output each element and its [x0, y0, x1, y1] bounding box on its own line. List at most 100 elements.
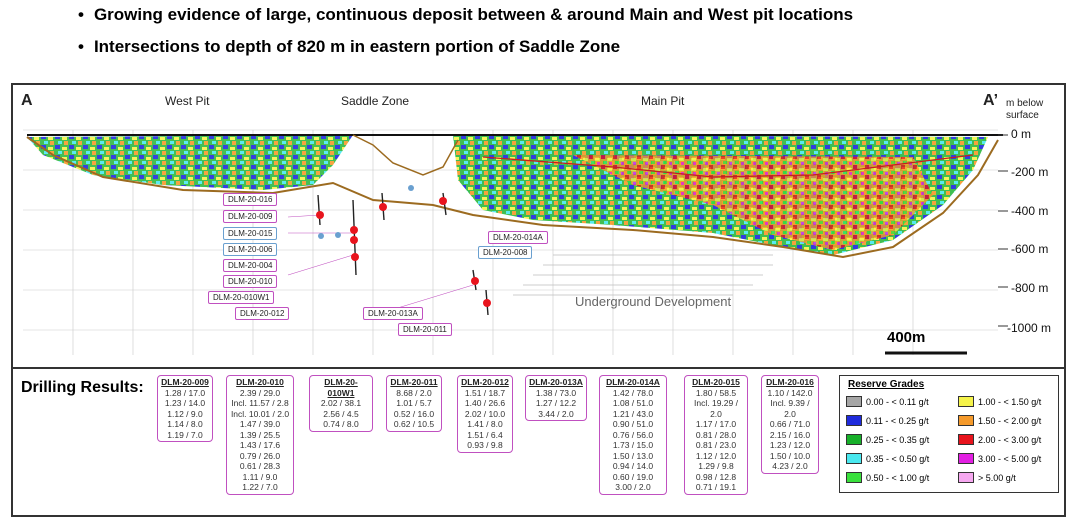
- legend-item: 2.00 - < 3.00 g/t: [958, 434, 1041, 445]
- section-end-marker: A’: [983, 92, 999, 109]
- legend-item: 1.00 - < 1.50 g/t: [958, 396, 1041, 407]
- legend-label: 0.00 - < 0.11 g/t: [866, 396, 929, 407]
- hole-label: DLM-20-010W1: [208, 291, 275, 304]
- result-line: 0.66 / 71.0: [769, 419, 811, 429]
- result-line: 0.81 / 28.0: [695, 429, 737, 440]
- result-line: 2.56 / 4.5: [323, 408, 359, 419]
- legend-item: > 5.00 g/t: [958, 472, 1016, 483]
- cross-section-drawing: [23, 129, 1008, 355]
- result-line: 0.98 / 12.8: [695, 471, 737, 482]
- result-line: 1.23 / 12.0: [769, 440, 811, 450]
- result-line: 0.74 / 8.0: [323, 419, 359, 429]
- result-line: 1.50 / 10.0: [769, 450, 811, 461]
- legend-swatch: [958, 453, 974, 464]
- hole-label: DLM-20-010: [223, 275, 278, 288]
- result-card-title: DLM-20-016: [766, 377, 814, 387]
- legend-item: 0.25 - < 0.35 g/t: [846, 434, 929, 445]
- result-line: 4.23 / 2.0: [772, 461, 808, 471]
- legend-swatch: [958, 472, 974, 483]
- result-line: Incl. 10.01 / 2.0: [230, 408, 290, 419]
- result-line: 1.19 / 7.0: [167, 429, 203, 440]
- depth-label: -1000 m: [1007, 321, 1052, 335]
- hole-label: DLM-20-014A: [488, 231, 548, 244]
- pit-shell-outline: [26, 136, 999, 259]
- legend-swatch: [846, 396, 862, 407]
- result-line: 1.41 / 8.0: [467, 419, 503, 429]
- depth-axis-ticks: [998, 134, 1008, 327]
- result-card: DLM-20-011 8.68 / 2.0 1.01 / 5.7 0.52 / 16.…: [386, 375, 442, 432]
- result-line: 1.28 / 17.0: [164, 387, 206, 398]
- bullet-text: Growing evidence of large, continuous de…: [93, 5, 854, 24]
- legend-label: 2.00 - < 3.00 g/t: [978, 434, 1042, 445]
- result-line: 2.39 / 29.0: [239, 387, 281, 398]
- result-card-title: DLM-20-012: [461, 377, 509, 387]
- depth-label: -600 m: [1011, 242, 1049, 256]
- result-line: 0.76 / 56.0: [612, 429, 654, 440]
- legend-swatch: [958, 396, 974, 407]
- legend-swatch: [958, 415, 974, 426]
- result-card-title: DLM-20-010W1: [324, 377, 358, 398]
- legend-item: 3.00 - < 5.00 g/t: [958, 453, 1041, 464]
- result-card: DLM-20-015 1.80 / 58.5 Incl. 19.29 / 2.0 1.…: [684, 375, 748, 495]
- result-line: 2.15 / 16.0: [769, 429, 811, 440]
- result-line: 3.44 / 2.0: [538, 408, 574, 419]
- result-line: 0.90 / 51.0: [612, 419, 654, 429]
- hole-label: DLM-20-009: [223, 210, 278, 223]
- result-line: 0.94 / 14.0: [612, 461, 654, 471]
- hole-label: DLM-20-012: [235, 307, 290, 320]
- legend-label: 0.11 - < 0.25 g/t: [866, 415, 929, 426]
- result-card: DLM-20-016 1.10 / 142.0 Incl. 9.39 / 2.0 0.…: [761, 375, 819, 474]
- result-card: DLM-20-009 1.28 / 17.0 1.23 / 14.0 1.12 / 9…: [157, 375, 213, 442]
- result-line: 1.27 / 12.2: [535, 398, 577, 408]
- result-line: 1.47 / 39.0: [239, 419, 281, 429]
- result-line: 0.81 / 23.0: [695, 440, 737, 450]
- result-line: 1.23 / 14.0: [164, 398, 206, 408]
- result-line: Incl. 19.29 / 2.0: [694, 398, 738, 419]
- result-line: 8.68 / 2.0: [396, 387, 432, 398]
- saddle-outline: [352, 134, 459, 176]
- drilling-results: Drilling Results: DLM-20-009 1.28 / 17.0 1…: [13, 367, 1064, 515]
- hole-label: DLM-20-006: [223, 243, 278, 256]
- west-pit-orebody: [27, 135, 353, 190]
- main-pit-label: Main Pit: [641, 94, 685, 108]
- result-line: 1.17 / 17.0: [695, 419, 737, 429]
- result-line: 1.01 / 5.7: [396, 398, 432, 408]
- result-line: 2.02 / 10.0: [464, 408, 506, 419]
- legend-label: 1.00 - < 1.50 g/t: [978, 396, 1042, 407]
- hole-label: DLM-20-008: [478, 246, 533, 259]
- legend-item: 0.11 - < 0.25 g/t: [846, 415, 929, 426]
- legend-swatch: [958, 434, 974, 445]
- result-line: 2.02 / 38.1: [320, 398, 362, 408]
- red-trace: [482, 154, 974, 178]
- legend-label: 3.00 - < 5.00 g/t: [978, 453, 1042, 464]
- legend-item: 0.35 - < 0.50 g/t: [846, 453, 929, 464]
- scale-label: 400m: [887, 329, 926, 346]
- result-line: 1.12 / 12.0: [695, 450, 737, 461]
- result-line: 0.93 / 9.8: [467, 440, 503, 450]
- result-line: 1.42 / 78.0: [612, 387, 654, 398]
- bullet-list: • Growing evidence of large, continuous d…: [78, 4, 853, 68]
- legend-label: > 5.00 g/t: [978, 472, 1016, 483]
- cross-section: A A’ West Pit Saddle Zone Main Pit m bel…: [13, 85, 1064, 367]
- reserve-grades-legend: Reserve Grades 0.00 - < 0.11 g/t 0.11 - <…: [839, 375, 1059, 493]
- result-line: 0.71 / 19.1: [695, 482, 737, 492]
- result-line: 1.39 / 25.5: [239, 429, 281, 440]
- depth-header: m below surface: [1006, 98, 1044, 121]
- legend-swatch: [846, 472, 862, 483]
- result-line: 3.00 / 2.0: [615, 482, 651, 492]
- results-title: Drilling Results:: [21, 379, 144, 396]
- result-line: 1.51 / 18.7: [464, 387, 506, 398]
- hole-label: DLM-20-004: [223, 259, 278, 272]
- result-line: 0.79 / 26.0: [239, 450, 281, 461]
- depth-label: -400 m: [1011, 204, 1049, 218]
- result-line: 1.38 / 73.0: [535, 387, 577, 398]
- result-line: 1.73 / 15.0: [612, 440, 654, 450]
- hole-label: DLM-20-013A: [363, 307, 423, 320]
- result-line: 0.52 / 16.0: [393, 408, 435, 419]
- bullet-text: Intersections to depth of 820 m in easte…: [93, 37, 621, 56]
- result-card-title: DLM-20-014A: [606, 377, 660, 387]
- result-line: 1.80 / 58.5: [695, 387, 737, 398]
- result-line: 1.12 / 9.0: [167, 408, 203, 419]
- legend-swatch: [846, 415, 862, 426]
- result-line: Incl. 9.39 / 2.0: [770, 398, 810, 419]
